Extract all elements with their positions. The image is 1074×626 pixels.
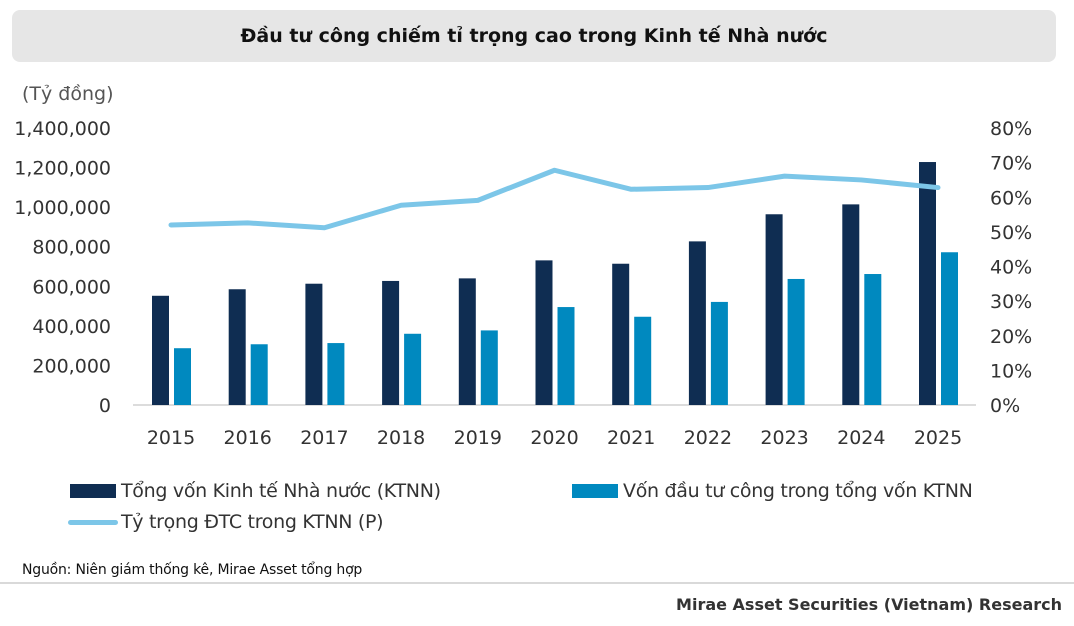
x-tick-label: 2024 — [837, 427, 885, 449]
y-tick-label: 1,400,000 — [14, 118, 111, 140]
x-tick-label: 2018 — [377, 427, 425, 449]
x-tick-label: 2019 — [454, 427, 502, 449]
bar-public-investment-2020 — [557, 307, 575, 405]
x-tick-label: 2016 — [224, 427, 272, 449]
bar-public-investment-2022 — [710, 301, 728, 405]
y2-tick-label: 10% — [990, 360, 1032, 382]
bar-total-2017 — [305, 283, 323, 405]
bar-total-2015 — [152, 295, 169, 405]
legend-item-total: Tổng vốn Kinh tế Nhà nước (KTNN) — [70, 480, 441, 502]
bar-total-2024 — [842, 204, 860, 405]
y-tick-label: 1,000,000 — [14, 197, 111, 219]
bar-public-investment-2024 — [864, 274, 882, 405]
bar-public-investment-2025 — [941, 252, 958, 405]
x-tick-label: 2022 — [684, 427, 732, 449]
legend-item-share: Tỷ trọng ĐTC trong KTNN (P) — [68, 511, 384, 533]
y-tick-label: 600,000 — [32, 276, 111, 298]
x-tick-label: 2017 — [300, 427, 348, 449]
divider — [0, 582, 1074, 584]
y2-tick-label: 20% — [990, 326, 1032, 348]
y2-tick-label: 30% — [990, 291, 1032, 313]
bar-public-investment-2018 — [404, 333, 422, 405]
title-box: Đầu tư công chiếm tỉ trọng cao trong Kin… — [12, 10, 1056, 62]
bar-total-2022 — [688, 241, 706, 405]
y-axis-label: (Tỷ đồng) — [22, 83, 114, 105]
y2-tick-label: 80% — [990, 118, 1032, 140]
y-tick-label: 800,000 — [32, 237, 111, 259]
x-tick-label: 2021 — [607, 427, 655, 449]
bar-total-2025 — [919, 162, 936, 405]
legend-swatch-share — [68, 519, 118, 525]
legend-label-total: Tổng vốn Kinh tế Nhà nước (KTNN) — [121, 480, 441, 502]
legend-swatch-public-investment — [572, 484, 618, 498]
bar-public-investment-2015 — [174, 348, 191, 405]
x-tick-label: 2015 — [147, 427, 195, 449]
footer-credit: Mirae Asset Securities (Vietnam) Researc… — [676, 595, 1062, 614]
y2-tick-label: 70% — [990, 153, 1032, 175]
bar-total-2021 — [612, 263, 630, 405]
y2-tick-label: 60% — [990, 187, 1032, 209]
y-tick-label: 1,200,000 — [14, 158, 111, 180]
bar-total-2016 — [228, 289, 246, 405]
bar-public-investment-2016 — [250, 344, 268, 405]
legend-label-share: Tỷ trọng ĐTC trong KTNN (P) — [121, 511, 384, 533]
x-tick-label: 2025 — [914, 427, 962, 449]
bar-total-2018 — [382, 280, 400, 405]
line-share — [168, 167, 941, 231]
y2-tick-label: 40% — [990, 257, 1032, 279]
bar-total-2023 — [765, 214, 783, 405]
y2-tick-label: 50% — [990, 222, 1032, 244]
legend-swatch-total — [70, 484, 116, 498]
bar-public-investment-2019 — [480, 330, 498, 405]
y2-tick-label: 0% — [990, 395, 1020, 417]
bar-public-investment-2017 — [327, 343, 345, 405]
y-tick-label: 0 — [99, 395, 111, 417]
bar-total-2019 — [458, 278, 476, 405]
source-note: Nguồn: Niên giám thống kê, Mirae Asset t… — [22, 562, 363, 578]
bar-public-investment-2023 — [787, 278, 805, 405]
chart: (Tỷ đồng) 0 200,000 400,000 600,000 800,000 1… — [14, 83, 1032, 449]
legend-item-public-investment: Vốn đầu tư công trong tổng vốn KTNN — [572, 480, 973, 502]
legend-label-public-investment: Vốn đầu tư công trong tổng vốn KTNN — [623, 480, 973, 502]
chart-title: Đầu tư công chiếm tỉ trọng cao trong Kin… — [240, 25, 828, 47]
bar-public-investment-2021 — [634, 316, 652, 405]
x-tick-label: 2020 — [530, 427, 578, 449]
y-tick-label: 400,000 — [32, 316, 111, 338]
bar-total-2020 — [535, 260, 553, 405]
x-tick-label: 2023 — [760, 427, 808, 449]
y-tick-label: 200,000 — [32, 355, 111, 377]
